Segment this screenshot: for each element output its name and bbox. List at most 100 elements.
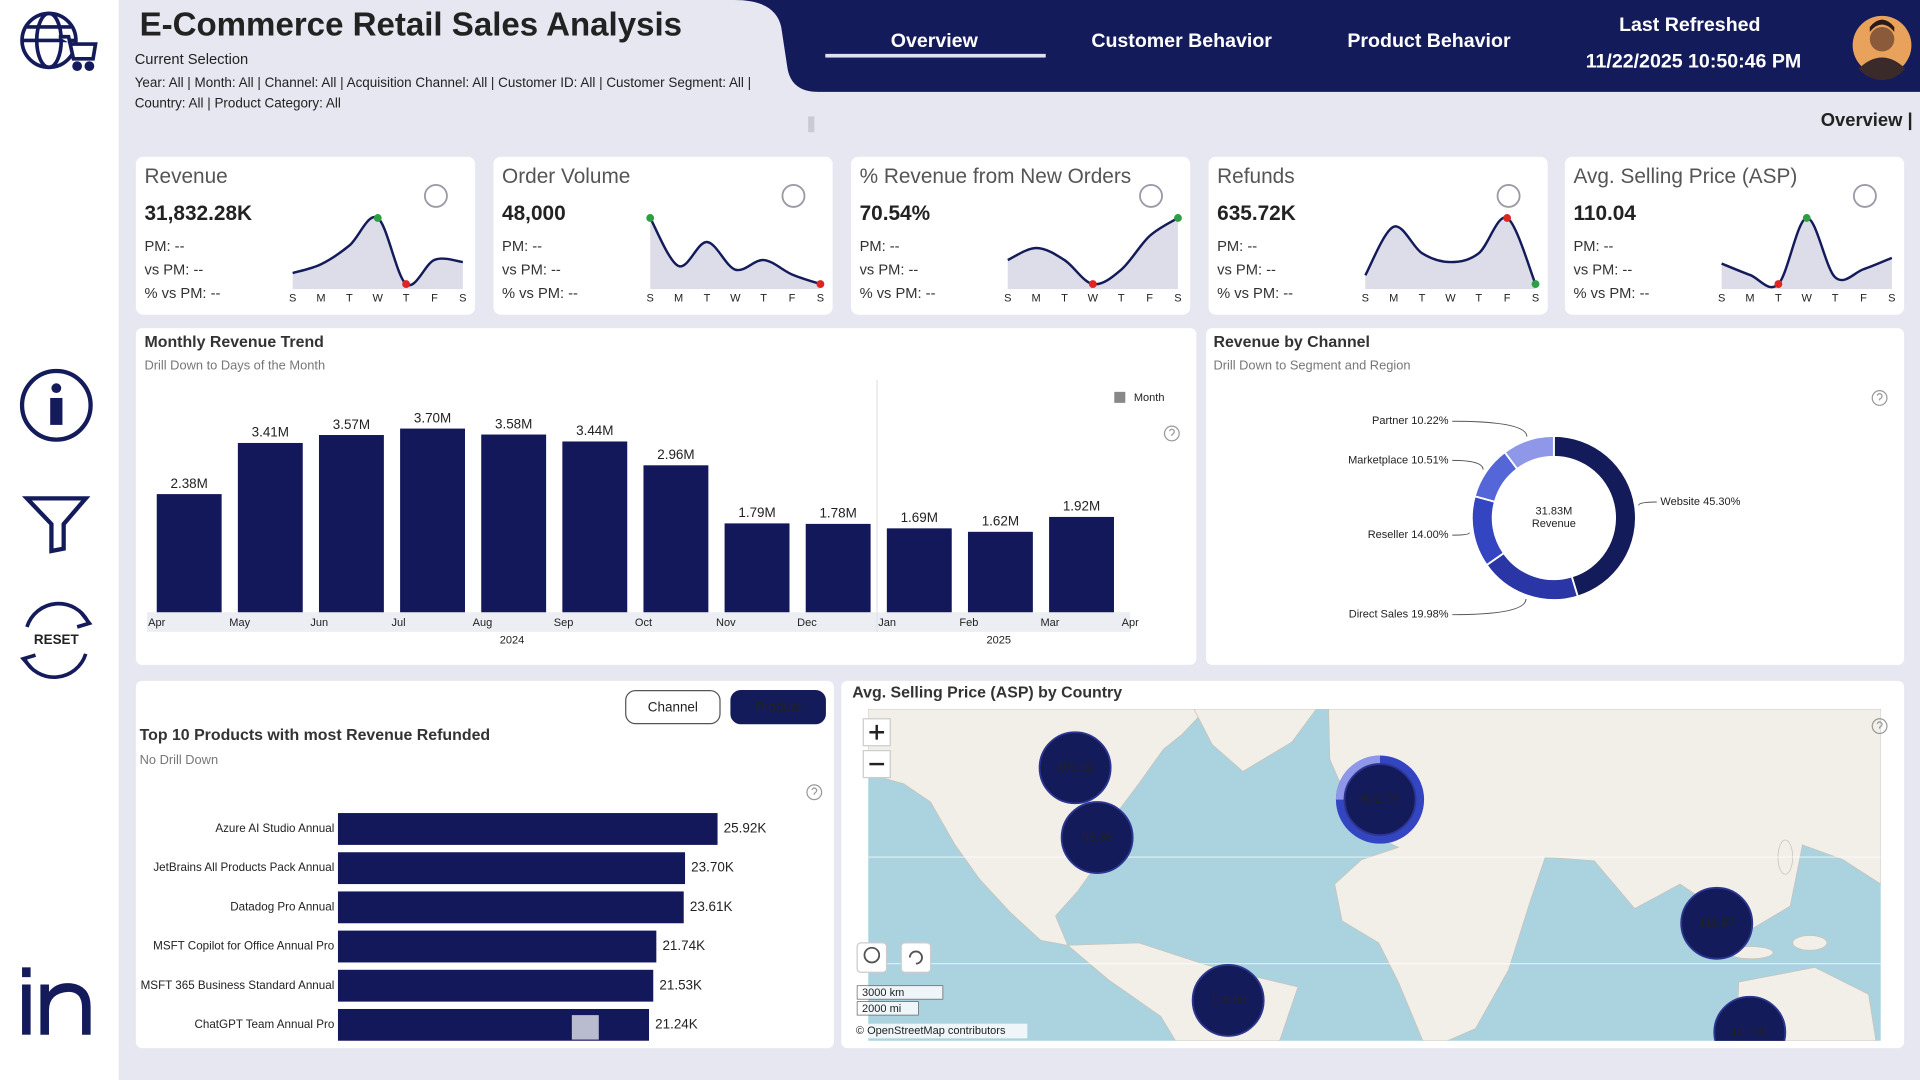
bar-value-label: 23.70K	[691, 860, 734, 875]
bar-value-label: 25.92K	[724, 821, 767, 836]
kpi-detail: % vs PM: --	[144, 286, 220, 302]
x-tick-label: Jun	[310, 617, 328, 629]
kpi-value: 31,832.28K	[144, 202, 252, 225]
kpi-detail: PM: --	[144, 239, 184, 255]
scale-label: 3000 km	[862, 987, 904, 999]
sparkline-day: S	[1888, 293, 1895, 305]
nav-tab[interactable]: Product Behavior	[1347, 30, 1511, 52]
linkedin-icon[interactable]	[22, 967, 91, 1035]
sparkline-day: S	[1004, 293, 1011, 305]
kpi-detail: PM: --	[1217, 239, 1257, 255]
active-tab-underline	[825, 53, 1046, 58]
sparkline-day: F	[1504, 293, 1511, 305]
bar-value-label: 1.78M	[819, 506, 856, 521]
slice-label: Direct Sales 19.98%	[1349, 609, 1449, 621]
x-tick-label: Nov	[716, 617, 736, 629]
bubble[interactable]	[1713, 995, 1787, 1068]
map-attribution[interactable]: © OpenStreetMap contributors	[856, 1025, 1006, 1037]
help-mark	[1876, 721, 1883, 729]
chart-panel	[1206, 328, 1905, 665]
bubble-label: 602.73	[1361, 792, 1399, 806]
toggle-button[interactable]	[625, 690, 721, 725]
sparkline-day: F	[1860, 293, 1867, 305]
donut-center-value: 31.83M	[1536, 506, 1573, 518]
y-tick-label: JetBrains All Products Pack Annual	[153, 861, 334, 874]
bar	[156, 494, 222, 613]
bar-value-label: 21.53K	[659, 977, 702, 992]
nav-tab[interactable]: Overview	[891, 30, 979, 52]
bubble[interactable]	[1038, 731, 1112, 805]
bar	[337, 813, 718, 845]
lasso-button[interactable]	[856, 942, 888, 973]
kpi-icon	[1496, 183, 1521, 208]
nav-tab[interactable]: Customer Behavior	[1091, 30, 1272, 52]
slice-category: Website	[1660, 496, 1700, 508]
help-mark	[1876, 393, 1883, 401]
sparkline-area	[650, 217, 821, 289]
sparkline-day: T	[1419, 293, 1426, 305]
slice-category: Partner	[1372, 415, 1408, 427]
kpi-detail: % vs PM: --	[502, 286, 578, 302]
reset-label[interactable]: RESET	[34, 632, 80, 647]
logo-icon[interactable]	[20, 11, 98, 72]
sparkline-day: S	[1362, 293, 1369, 305]
bar-value-label: 2.96M	[657, 447, 694, 462]
bar	[337, 930, 657, 963]
bubble-label: 107.91	[1731, 1024, 1769, 1038]
sparkline-day: F	[431, 293, 438, 305]
sparkline-day: M	[674, 293, 683, 305]
sparkline-day: S	[289, 293, 296, 305]
bubble[interactable]	[1191, 963, 1265, 1037]
kpi-value: 48,000	[502, 202, 566, 225]
donut-center-label: Revenue	[1532, 518, 1576, 530]
sparkline-day: F	[1146, 293, 1153, 305]
bubble-label: 109.92	[1056, 760, 1094, 774]
help-mark	[1168, 428, 1175, 436]
zoom-in-button[interactable]	[862, 718, 891, 747]
reset-view-button[interactable]	[900, 942, 932, 973]
zoom-out-button[interactable]	[862, 750, 891, 779]
reset-icon[interactable]: RESET	[20, 601, 93, 680]
chart-subtitle: No Drill Down	[140, 752, 219, 767]
sparkline-day: M	[1745, 293, 1754, 305]
control-icon	[1114, 391, 1126, 403]
sparkline-low	[1774, 280, 1783, 288]
toggle-button[interactable]	[730, 690, 826, 725]
sparkline-day: M	[316, 293, 325, 305]
sparkline-high	[373, 214, 382, 222]
chart-title: Revenue by Channel	[1213, 334, 1369, 351]
user-avatar[interactable]	[1852, 15, 1912, 81]
bar	[643, 465, 709, 613]
help-icon[interactable]	[806, 784, 823, 801]
bubble-label: 111.87	[1699, 915, 1735, 929]
sparkline-area	[1365, 217, 1536, 289]
sparkline-high	[1174, 214, 1182, 222]
chart-title: Monthly Revenue Trend	[144, 334, 323, 351]
slice-label: Marketplace 10.51%	[1348, 454, 1449, 466]
info-icon[interactable]	[19, 368, 93, 442]
slice-label: Reseller 14.00%	[1368, 529, 1449, 541]
map[interactable]: 109.92 96.35 602.73 111.87 118.59 107.91	[868, 708, 1881, 1068]
scroll-thumb[interactable]	[571, 1015, 599, 1040]
sparkline-high	[1503, 214, 1512, 222]
drill-control[interactable]: Month	[1134, 392, 1165, 404]
toggle-label[interactable]: Product	[755, 699, 802, 714]
bar	[337, 891, 684, 924]
sparkline-low	[1531, 280, 1540, 288]
bubble[interactable]	[1060, 801, 1134, 874]
sparkline-day: M	[1032, 293, 1041, 305]
kpi-detail: vs PM: --	[860, 262, 919, 278]
bubble[interactable]	[1680, 886, 1754, 960]
bar	[562, 441, 628, 613]
sparkline-day: T	[704, 293, 711, 305]
help-icon[interactable]	[1871, 390, 1888, 406]
filter-icon[interactable]	[21, 496, 91, 554]
toggle-label[interactable]: Channel	[648, 699, 698, 714]
help-icon[interactable]	[1163, 425, 1180, 442]
bar	[237, 442, 303, 613]
help-icon[interactable]	[1871, 718, 1888, 735]
kpi-detail: vs PM: --	[144, 262, 203, 278]
y-tick-label: Azure AI Studio Annual	[215, 822, 334, 835]
bubble[interactable]	[1343, 763, 1417, 837]
